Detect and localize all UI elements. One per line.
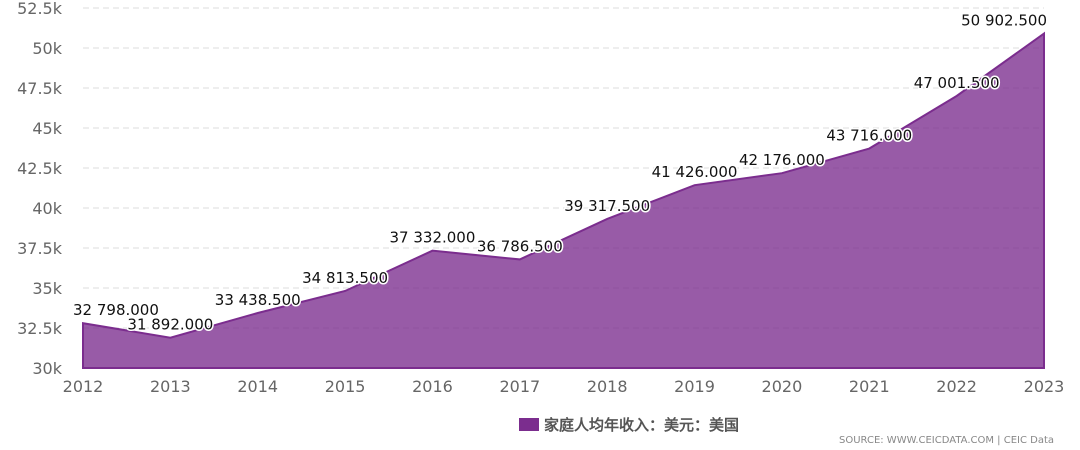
- y-tick-label: 40k: [32, 199, 62, 218]
- source-note: SOURCE: WWW.CEICDATA.COM | CEIC Data: [838, 435, 1054, 446]
- legend-swatch: [519, 418, 539, 431]
- data-label: 36 786.500: [477, 237, 563, 255]
- y-tick-label: 45k: [32, 119, 62, 138]
- x-tick-label: 2012: [63, 377, 104, 396]
- data-label: 50 902.500: [961, 12, 1047, 30]
- x-tick-label: 2013: [150, 377, 191, 396]
- data-label: 42 176.000: [739, 151, 825, 169]
- data-label: 47 001.500: [914, 74, 1000, 92]
- data-label: 39 317.500: [564, 197, 650, 215]
- x-tick-label: 2015: [325, 377, 366, 396]
- data-label: 37 332.000: [390, 229, 476, 247]
- legend-label: 家庭人均年收入：美元：美国: [544, 416, 740, 434]
- x-axis: 2012 2013 2014 2015 2016 2017 2018 2019 2020 2021…: [63, 377, 1065, 396]
- y-tick-label: 37.5k: [17, 239, 63, 258]
- x-tick-label: 2021: [849, 377, 890, 396]
- data-label: 31 892.000: [127, 316, 213, 334]
- x-tick-label: 2022: [936, 377, 977, 396]
- y-tick-label: 32.5k: [17, 319, 63, 338]
- area-series-household-income: [82, 31, 1045, 369]
- data-label: 41 426.000: [652, 163, 738, 181]
- y-tick-label: 47.5k: [17, 79, 63, 98]
- y-tick-label: 50k: [32, 39, 62, 58]
- data-label: 34 813.500: [302, 269, 388, 287]
- x-tick-label: 2020: [762, 377, 803, 396]
- y-tick-label: 42.5k: [17, 159, 63, 178]
- area-chart: 30k 32.5k 35k 37.5k 40k 42.5k 45k 47.5k 50k 52.5k…: [17, 0, 1065, 396]
- x-tick-label: 2023: [1024, 377, 1065, 396]
- data-label: 32 798.000: [73, 301, 159, 319]
- x-tick-label: 2016: [412, 377, 453, 396]
- x-tick-label: 2018: [587, 377, 628, 396]
- data-label: 43 716.000: [826, 127, 912, 145]
- x-tick-label: 2017: [499, 377, 540, 396]
- y-tick-label: 52.5k: [17, 0, 63, 18]
- y-tick-label: 30k: [32, 359, 62, 378]
- x-tick-label: 2019: [674, 377, 715, 396]
- y-axis: 30k 32.5k 35k 37.5k 40k 42.5k 45k 47.5k 50k 52.5k: [17, 0, 63, 378]
- legend[interactable]: 家庭人均年收入：美元：美国: [519, 414, 739, 435]
- data-label: 33 438.500: [215, 291, 301, 309]
- x-tick-label: 2014: [237, 377, 278, 396]
- y-tick-label: 35k: [32, 279, 62, 298]
